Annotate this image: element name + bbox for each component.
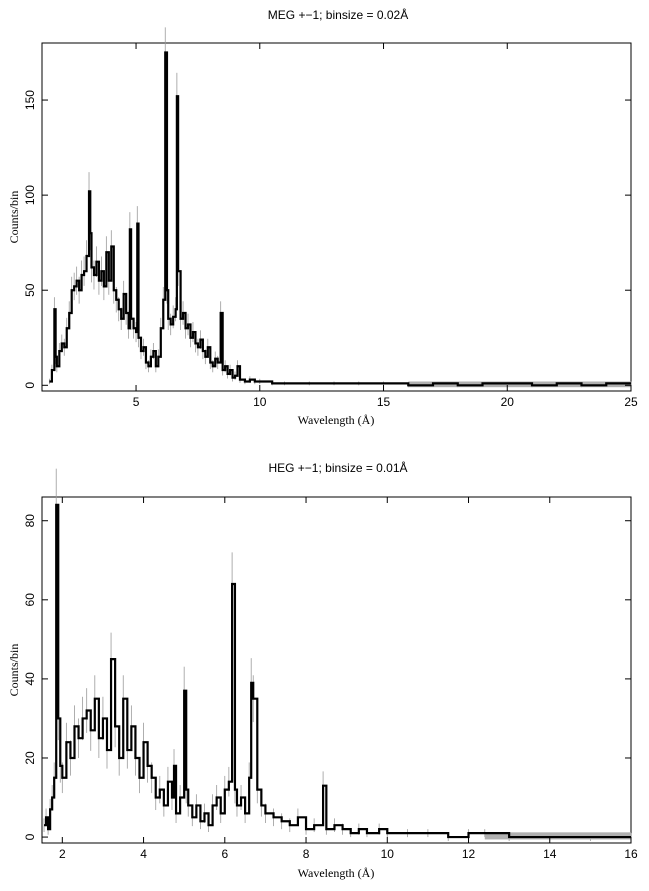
meg-spectrum-line <box>49 51 631 387</box>
heg-error-bars <box>43 468 632 842</box>
heg-y-axis-label: Counts/bin <box>7 644 21 697</box>
heg-y-tick-label: 20 <box>23 751 37 765</box>
meg-y-ticks: 0 50 100 150 <box>23 90 631 389</box>
heg-baseline-band <box>484 832 631 840</box>
meg-x-tick-label: 20 <box>501 395 515 409</box>
meg-y-tick-label: 50 <box>23 283 37 297</box>
heg-x-tick-label: 10 <box>381 847 395 861</box>
heg-x-tick-label: 14 <box>543 847 557 861</box>
meg-plot-frame <box>41 42 632 392</box>
meg-error-bars <box>49 27 632 388</box>
heg-x-tick-label: 2 <box>59 847 66 861</box>
heg-y-tick-label: 80 <box>23 514 37 528</box>
heg-title: HEG +−1; binsize = 0.01Å <box>268 460 407 475</box>
meg-x-tick-label: 10 <box>253 395 267 409</box>
meg-x-tick-label: 25 <box>624 395 638 409</box>
meg-x-tick-label: 15 <box>377 395 391 409</box>
meg-x-axis-label: Wavelength (Å) <box>298 413 375 427</box>
heg-x-tick-label: 4 <box>140 847 147 861</box>
heg-x-tick-label: 6 <box>221 847 228 861</box>
meg-y-tick-label: 150 <box>23 90 37 110</box>
heg-x-tick-label: 12 <box>462 847 476 861</box>
heg-baseline-band-rect <box>484 832 631 840</box>
heg-y-tick-label: 40 <box>23 672 37 686</box>
heg-y-tick-label: 60 <box>23 593 37 607</box>
heg-spectrum-line <box>44 503 631 839</box>
heg-x-tick-label: 16 <box>624 847 638 861</box>
meg-y-tick-label: 100 <box>23 185 37 205</box>
meg-x-tick-label: 5 <box>133 395 140 409</box>
meg-title: MEG +−1; binsize = 0.02Å <box>268 7 408 22</box>
heg-x-tick-label: 8 <box>303 847 310 861</box>
heg-x-ticks: 2 4 6 8 10 12 14 16 <box>59 497 638 861</box>
meg-y-axis-label: Counts/bin <box>7 191 21 244</box>
heg-x-axis-label: Wavelength (Å) <box>298 866 375 880</box>
meg-y-tick-label: 0 <box>23 382 37 389</box>
heg-panel: HEG +−1; binsize = 0.01Å 2 4 6 8 10 12 14 16 0 2… <box>7 460 638 880</box>
heg-plot-frame <box>41 496 632 844</box>
meg-panel: MEG +−1; binsize = 0.02Å 5 10 15 20 25 0 50 10… <box>7 7 638 427</box>
heg-y-ticks: 0 20 40 60 80 <box>23 514 631 840</box>
heg-y-tick-label: 0 <box>23 833 37 840</box>
meg-x-ticks: 5 10 15 20 25 <box>133 43 638 409</box>
